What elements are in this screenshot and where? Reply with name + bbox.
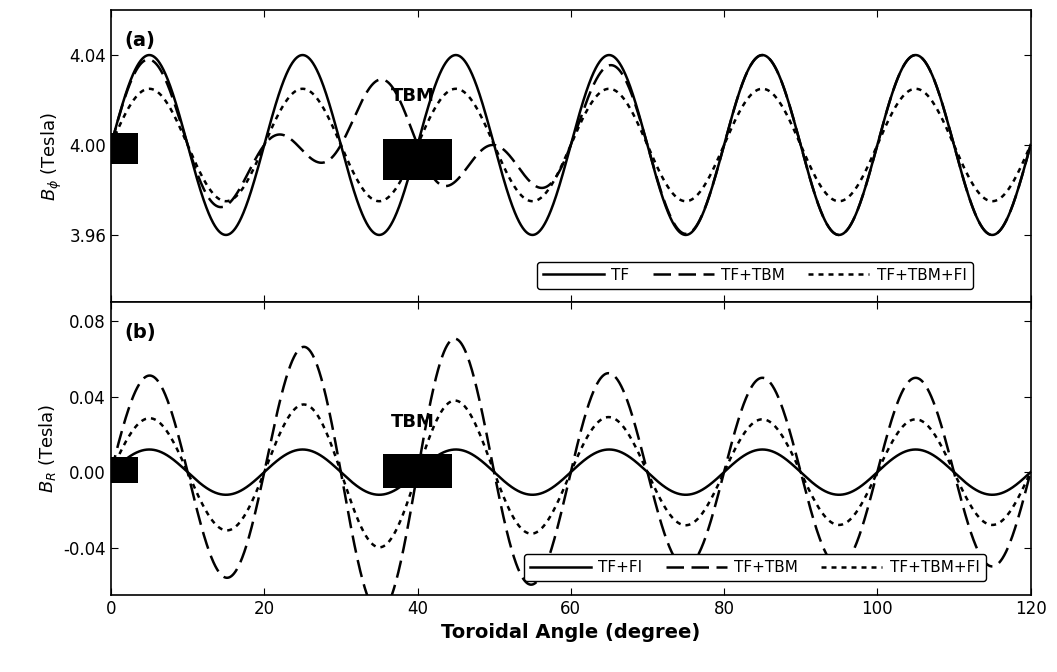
Text: TBM: TBM	[391, 87, 434, 105]
TF+TBM	[458, 168, 470, 176]
TF+TBM	[264, 134, 277, 142]
TF+TBM	[209, 563, 222, 571]
TF+TBM+FI	[1006, 503, 1019, 511]
TF+FI	[1006, 483, 1019, 491]
TF+TBM+FI	[105, 468, 117, 476]
TF	[1006, 200, 1019, 208]
TF+FI	[264, 462, 277, 470]
TF	[105, 141, 117, 149]
TF+TBM	[209, 202, 222, 210]
TF+TBM+FI	[908, 415, 921, 423]
TF+TBM	[907, 51, 920, 59]
Legend: TF, TF+TBM, TF+TBM+FI: TF, TF+TBM, TF+TBM+FI	[537, 261, 972, 289]
TF+TBM	[105, 141, 117, 149]
Text: (a): (a)	[125, 30, 155, 50]
TF+FI	[907, 446, 920, 454]
TF+FI	[210, 489, 223, 497]
TF	[907, 51, 920, 59]
TF	[143, 51, 155, 59]
TF+TBM+FI	[210, 193, 223, 201]
TF+TBM+FI	[209, 521, 222, 529]
Bar	[111, 457, 137, 483]
TF	[986, 231, 999, 239]
TF+TBM	[498, 515, 511, 523]
TF+TBM	[1024, 468, 1037, 476]
TF+TBM	[497, 145, 509, 153]
TF+FI	[1024, 468, 1037, 476]
TF+TBM+FI	[448, 396, 461, 405]
Line: TF+TBM: TF+TBM	[111, 339, 1031, 613]
Y-axis label: $B_\phi$ (Tesla): $B_\phi$ (Tesla)	[39, 112, 63, 201]
TF+FI	[458, 447, 470, 455]
Y-axis label: $B_R$ (Tesla): $B_R$ (Tesla)	[37, 404, 58, 493]
Legend: TF+FI, TF+TBM, TF+TBM+FI: TF+FI, TF+TBM, TF+TBM+FI	[523, 554, 986, 581]
Text: TBM: TBM	[391, 413, 434, 431]
TF+TBM+FI	[373, 543, 386, 551]
TF+TBM+FI	[498, 494, 511, 502]
TF+TBM	[458, 345, 470, 353]
Line: TF: TF	[111, 55, 1031, 235]
TF+TBM	[986, 231, 999, 239]
TF+TBM+FI	[907, 85, 920, 93]
TF	[210, 224, 223, 232]
TF+TBM+FI	[264, 452, 277, 460]
TF+TBM	[909, 51, 922, 59]
TF+TBM	[105, 468, 117, 476]
Line: TF+TBM+FI: TF+TBM+FI	[111, 89, 1031, 201]
TF	[498, 175, 511, 183]
TF+TBM+FI	[105, 141, 117, 149]
Line: TF+TBM+FI: TF+TBM+FI	[111, 401, 1031, 547]
TF	[1024, 141, 1037, 149]
Text: (b): (b)	[125, 323, 156, 342]
TF	[458, 56, 470, 64]
TF+TBM+FI	[1006, 178, 1019, 186]
TF+TBM+FI	[143, 85, 155, 93]
Bar	[383, 139, 452, 180]
TF+TBM	[1024, 141, 1037, 149]
TF+TBM	[1006, 530, 1019, 538]
Bar	[111, 132, 137, 164]
X-axis label: Toroidal Angle (degree): Toroidal Angle (degree)	[441, 623, 701, 642]
TF+TBM+FI	[458, 88, 470, 96]
TF+FI	[986, 491, 999, 499]
TF+TBM+FI	[498, 163, 511, 171]
Line: TF+FI: TF+FI	[111, 450, 1031, 495]
TF+TBM+FI	[458, 402, 470, 410]
TF+TBM+FI	[1024, 141, 1037, 149]
Line: TF+TBM: TF+TBM	[111, 55, 1031, 235]
TF+TBM	[1006, 200, 1019, 208]
TF+TBM+FI	[1024, 468, 1037, 476]
TF+FI	[105, 468, 117, 476]
TF+FI	[143, 446, 155, 454]
TF+TBM	[373, 609, 386, 617]
TF+FI	[498, 477, 511, 485]
TF+TBM+FI	[264, 126, 277, 134]
TF+TBM	[264, 439, 277, 447]
TF+TBM	[448, 335, 461, 343]
Bar	[383, 454, 452, 488]
TF+TBM+FI	[986, 197, 999, 205]
TF+TBM	[908, 374, 921, 382]
TF	[264, 118, 277, 126]
